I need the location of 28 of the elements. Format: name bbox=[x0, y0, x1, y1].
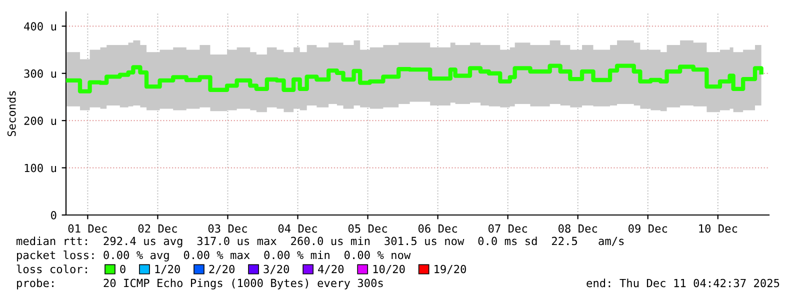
x-tick-label: 02 Dec bbox=[138, 224, 177, 233]
x-tick-label: 03 Dec bbox=[208, 224, 247, 233]
text: packet loss: 0.00 % avg 0.00 % max 0.00 % min 0.00 % now bbox=[17, 250, 411, 262]
y-tick-label: 200 u bbox=[24, 116, 56, 125]
text: loss color: bbox=[16, 264, 87, 274]
text: end: Thu Dec 11 04:42:37 2025 bbox=[586, 278, 780, 288]
legend-label: 1/20 bbox=[155, 264, 180, 274]
x-tick-label: 09 Dec bbox=[628, 224, 668, 233]
x-tick-label: 06 Dec bbox=[418, 224, 457, 233]
x-tick-label: 01 Dec bbox=[68, 224, 107, 233]
x-tick-label: 08 Dec bbox=[558, 224, 597, 233]
y-tick-label: 100 u bbox=[24, 164, 56, 172]
legend-label: 19/20 bbox=[434, 264, 466, 274]
y-tick-label: 0 bbox=[51, 211, 56, 220]
legend-label: 3/20 bbox=[264, 264, 290, 274]
text: median rtt: 292.4 us avg 317.0 us max 260.0 us min 301.5 us now 0.0 ms sd 22.5 am/s bbox=[16, 236, 624, 248]
x-tick-label: 07 Dec bbox=[488, 224, 527, 233]
y-axis-title: Seconds bbox=[7, 91, 16, 136]
x-tick-label: 04 Dec bbox=[278, 224, 317, 233]
text: probe: 20 ICMP Echo Pings (1000 Bytes) every 300s bbox=[17, 278, 383, 290]
y-tick-label: 300 u bbox=[24, 69, 56, 78]
legend-label: 2/20 bbox=[209, 264, 234, 274]
legend-label: 4/20 bbox=[318, 264, 344, 274]
y-tick-label: 400 u bbox=[24, 22, 56, 31]
legend-label: 10/20 bbox=[373, 264, 405, 274]
x-tick-label: 10 Dec bbox=[699, 224, 738, 233]
legend-label: 0 bbox=[120, 264, 126, 274]
x-tick-label: 05 Dec bbox=[348, 224, 387, 233]
